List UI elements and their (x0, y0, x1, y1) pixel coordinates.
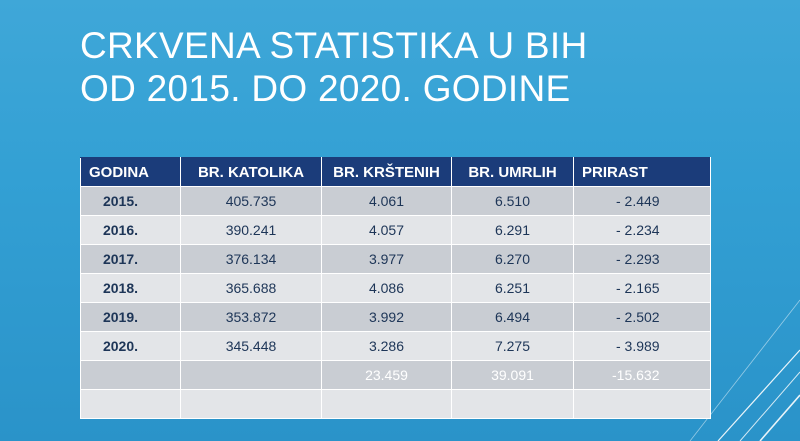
cell-krstenih: 4.057 (321, 215, 452, 245)
cell-empty (80, 360, 181, 390)
cell-prirast: - 3.989 (573, 331, 711, 361)
cell-krstenih: 3.992 (321, 302, 452, 332)
cell-godina: 2017. (80, 244, 181, 274)
cell-empty (180, 360, 322, 390)
cell-katolika: 345.448 (180, 331, 322, 361)
cell-prirast: - 2.293 (573, 244, 711, 274)
table-row: 2016. 390.241 4.057 6.291 - 2.234 (80, 215, 711, 245)
cell-katolika: 405.735 (180, 186, 322, 216)
cell-empty (321, 389, 452, 419)
cell-katolika: 390.241 (180, 215, 322, 245)
cell-godina: 2018. (80, 273, 181, 303)
cell-godina: 2016. (80, 215, 181, 245)
cell-katolika: 376.134 (180, 244, 322, 274)
cell-krstenih: 3.286 (321, 331, 452, 361)
cell-krstenih: 4.061 (321, 186, 452, 216)
cell-krstenih: 4.086 (321, 273, 452, 303)
total-umrlih: 39.091 (451, 360, 574, 390)
cell-katolika: 365.688 (180, 273, 322, 303)
cell-umrlih: 6.494 (451, 302, 574, 332)
total-prirast: -15.632 (573, 360, 711, 390)
cell-godina: 2020. (80, 331, 181, 361)
cell-katolika: 353.872 (180, 302, 322, 332)
cell-empty (180, 389, 322, 419)
table-row: 2019. 353.872 3.992 6.494 - 2.502 (80, 302, 711, 332)
cell-umrlih: 6.510 (451, 186, 574, 216)
table-header-row: GODINA BR. KATOLIKA BR. KRŠTENIH BR. UMR… (80, 157, 711, 187)
header-umrlih: BR. UMRLIH (451, 157, 574, 187)
cell-prirast: - 2.234 (573, 215, 711, 245)
cell-prirast: - 2.449 (573, 186, 711, 216)
header-godina: GODINA (80, 157, 181, 187)
header-prirast: PRIRAST (573, 157, 711, 187)
table-row: 2018. 365.688 4.086 6.251 - 2.165 (80, 273, 711, 303)
cell-prirast: - 2.165 (573, 273, 711, 303)
cell-umrlih: 7.275 (451, 331, 574, 361)
total-krstenih: 23.459 (321, 360, 452, 390)
header-krstenih: BR. KRŠTENIH (321, 157, 452, 187)
cell-empty (451, 389, 574, 419)
cell-godina: 2019. (80, 302, 181, 332)
title-line-1: CRKVENA STATISTIKA U BIH (80, 25, 588, 66)
table-row: 2020. 345.448 3.286 7.275 - 3.989 (80, 331, 711, 361)
page-title: CRKVENA STATISTIKA U BIH OD 2015. DO 202… (80, 24, 588, 110)
header-katolika: BR. KATOLIKA (180, 157, 322, 187)
cell-umrlih: 6.251 (451, 273, 574, 303)
cell-empty (573, 389, 711, 419)
table-row: 2017. 376.134 3.977 6.270 - 2.293 (80, 244, 711, 274)
cell-godina: 2015. (80, 186, 181, 216)
statistics-table: GODINA BR. KATOLIKA BR. KRŠTENIH BR. UMR… (80, 157, 711, 419)
table-row: 2015. 405.735 4.061 6.510 - 2.449 (80, 186, 711, 216)
cell-krstenih: 3.977 (321, 244, 452, 274)
cell-empty (80, 389, 181, 419)
title-line-2: OD 2015. DO 2020. GODINE (80, 68, 571, 109)
cell-umrlih: 6.291 (451, 215, 574, 245)
totals-row: 23.459 39.091 -15.632 (80, 360, 711, 390)
cell-prirast: - 2.502 (573, 302, 711, 332)
empty-row (80, 389, 711, 419)
cell-umrlih: 6.270 (451, 244, 574, 274)
